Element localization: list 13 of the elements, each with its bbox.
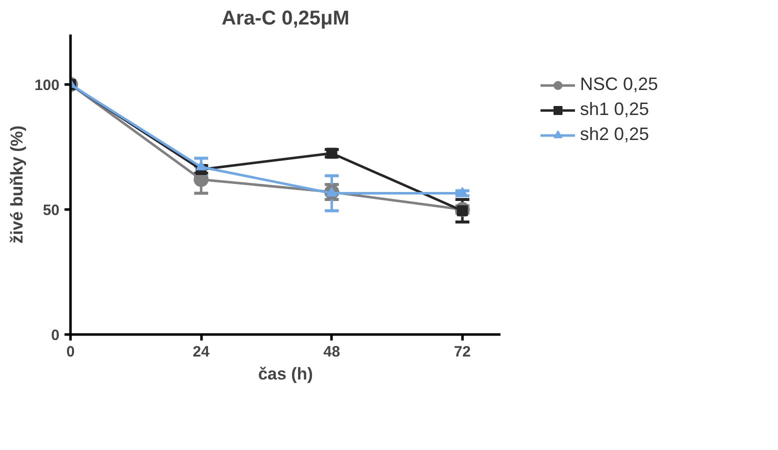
y-tick-label: 0 xyxy=(51,327,60,344)
x-axis-title: čas (h) xyxy=(258,364,313,384)
x-tick-label: 24 xyxy=(192,344,210,360)
x-tick-label: 0 xyxy=(66,344,75,360)
chart-title: Ara-C 0,25μM xyxy=(222,8,350,30)
x-tick-label: 48 xyxy=(323,344,340,360)
y-tick-label: 100 xyxy=(34,77,60,94)
legend-label: sh1 0,25 xyxy=(580,99,650,120)
y-axis-title: živé buňky (%) xyxy=(7,125,26,244)
y-tick-label: 50 xyxy=(42,202,60,219)
legend-label: sh2 0,25 xyxy=(580,124,650,145)
legend-label: NSC 0,25 xyxy=(580,74,658,95)
x-tick-label: 72 xyxy=(454,344,471,360)
